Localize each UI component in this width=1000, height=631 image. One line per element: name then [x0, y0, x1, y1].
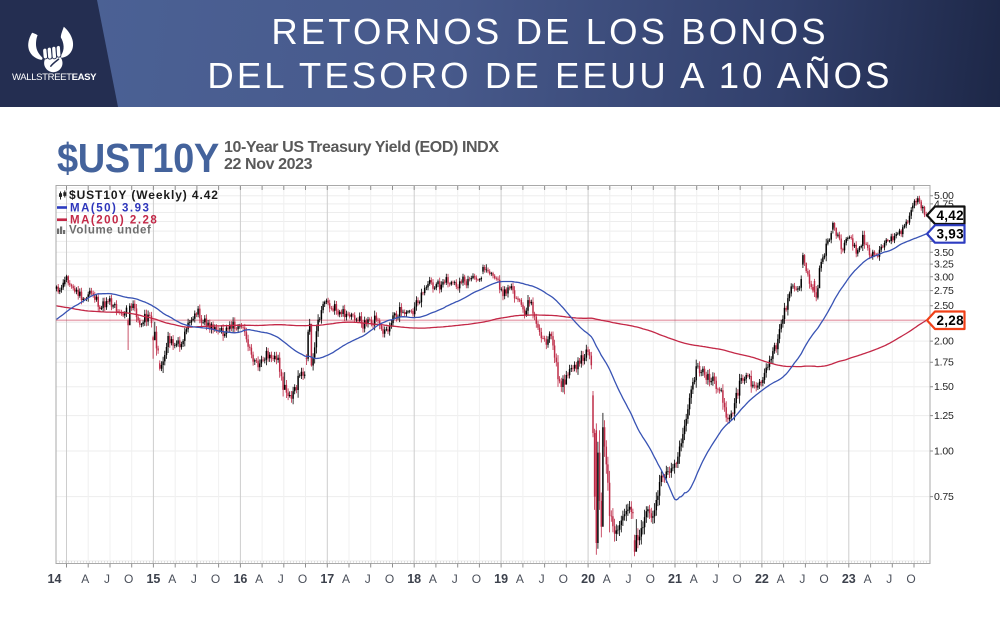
svg-text:A: A	[255, 572, 263, 586]
svg-text:3.00: 3.00	[934, 271, 954, 283]
svg-text:O: O	[211, 572, 220, 586]
svg-text:A: A	[516, 572, 524, 586]
svg-text:14: 14	[48, 572, 62, 586]
svg-text:O: O	[559, 572, 568, 586]
svg-text:J: J	[278, 572, 284, 586]
svg-text:A: A	[342, 572, 350, 586]
svg-text:0.75: 0.75	[934, 491, 954, 503]
svg-text:MA(200) 2.28: MA(200) 2.28	[70, 215, 158, 227]
svg-text:J: J	[539, 572, 545, 586]
svg-text:J: J	[799, 572, 805, 586]
svg-text:A: A	[864, 572, 872, 586]
svg-text:4,42: 4,42	[936, 208, 963, 223]
svg-text:O: O	[298, 572, 307, 586]
svg-text:1.50: 1.50	[934, 381, 954, 393]
svg-text:MA(50) 3.93: MA(50) 3.93	[70, 203, 150, 215]
svg-text:1.25: 1.25	[934, 410, 954, 422]
svg-text:J: J	[886, 572, 892, 586]
svg-text:Volume undef: Volume undef	[69, 225, 151, 237]
svg-text:21: 21	[668, 572, 682, 586]
svg-text:J: J	[191, 572, 197, 586]
svg-text:3.25: 3.25	[934, 259, 954, 271]
svg-text:A: A	[168, 572, 176, 586]
svg-text:2.75: 2.75	[934, 285, 954, 297]
svg-text:3,93: 3,93	[936, 227, 964, 242]
svg-text:A: A	[81, 572, 89, 586]
svg-text:O: O	[819, 572, 828, 586]
svg-text:O: O	[646, 572, 655, 586]
svg-text:O: O	[385, 572, 394, 586]
svg-text:2.50: 2.50	[934, 300, 954, 312]
svg-text:O: O	[124, 572, 133, 586]
svg-text:20: 20	[581, 572, 595, 586]
svg-text:A: A	[603, 572, 611, 586]
svg-text:5.00: 5.00	[934, 190, 954, 202]
svg-text:19: 19	[494, 572, 508, 586]
svg-text:15: 15	[146, 572, 160, 586]
svg-text:O: O	[906, 572, 915, 586]
svg-text:O: O	[733, 572, 742, 586]
svg-text:2,28: 2,28	[936, 313, 964, 328]
svg-text:J: J	[104, 572, 110, 586]
svg-text:17: 17	[320, 572, 334, 586]
svg-text:J: J	[365, 572, 371, 586]
svg-text:A: A	[690, 572, 698, 586]
svg-text:23: 23	[842, 572, 856, 586]
svg-text:O: O	[472, 572, 481, 586]
svg-text:1.00: 1.00	[934, 446, 954, 458]
svg-text:18: 18	[407, 572, 421, 586]
svg-text:3.50: 3.50	[934, 247, 954, 259]
svg-text:22: 22	[755, 572, 769, 586]
svg-text:16: 16	[233, 572, 247, 586]
svg-text:$UST10Y (Weekly) 4.42: $UST10Y (Weekly) 4.42	[69, 188, 219, 202]
svg-text:J: J	[626, 572, 632, 586]
svg-text:J: J	[713, 572, 719, 586]
svg-text:1.75: 1.75	[934, 357, 954, 369]
svg-text:J: J	[452, 572, 458, 586]
svg-text:A: A	[777, 572, 785, 586]
svg-text:2.00: 2.00	[934, 336, 954, 348]
svg-text:A: A	[429, 572, 437, 586]
